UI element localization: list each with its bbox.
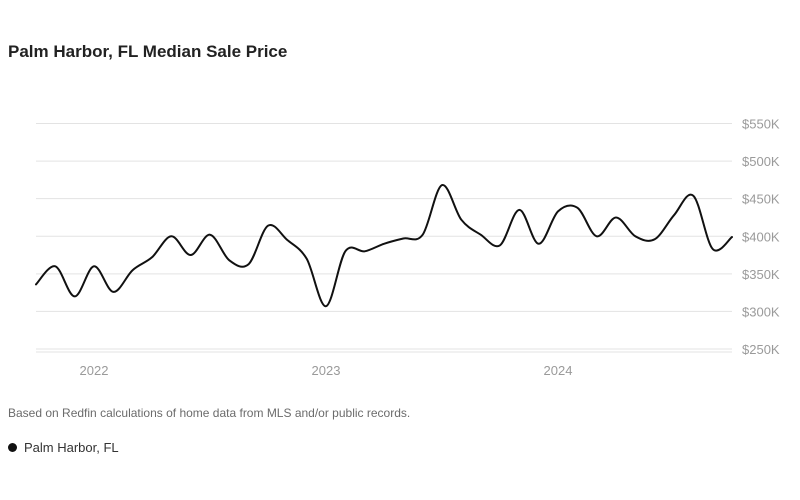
line-chart: $250K $300K $350K $400K $450K $500K $550K 2022 2… <box>35 117 780 378</box>
series-line-palm-harbor <box>35 184 733 308</box>
y-tick-label: $300K <box>742 304 780 319</box>
y-tick-label: $550K <box>742 117 780 132</box>
y-tick-label: $350K <box>742 267 780 282</box>
legend-label: Palm Harbor, FL <box>24 440 119 455</box>
x-tick-label: 2022 <box>80 363 109 378</box>
y-tick-label: $250K <box>742 342 780 357</box>
y-tick-label: $500K <box>742 154 780 169</box>
chart-title: Palm Harbor, FL Median Sale Price <box>8 42 288 61</box>
y-tick-label: $450K <box>742 192 780 207</box>
y-tick-label: $400K <box>742 229 780 244</box>
legend-marker <box>8 443 17 452</box>
legend: Palm Harbor, FL <box>8 440 119 455</box>
x-tick-label: 2023 <box>312 363 341 378</box>
x-tick-label: 2024 <box>544 363 573 378</box>
footnote: Based on Redfin calculations of home dat… <box>8 406 411 420</box>
